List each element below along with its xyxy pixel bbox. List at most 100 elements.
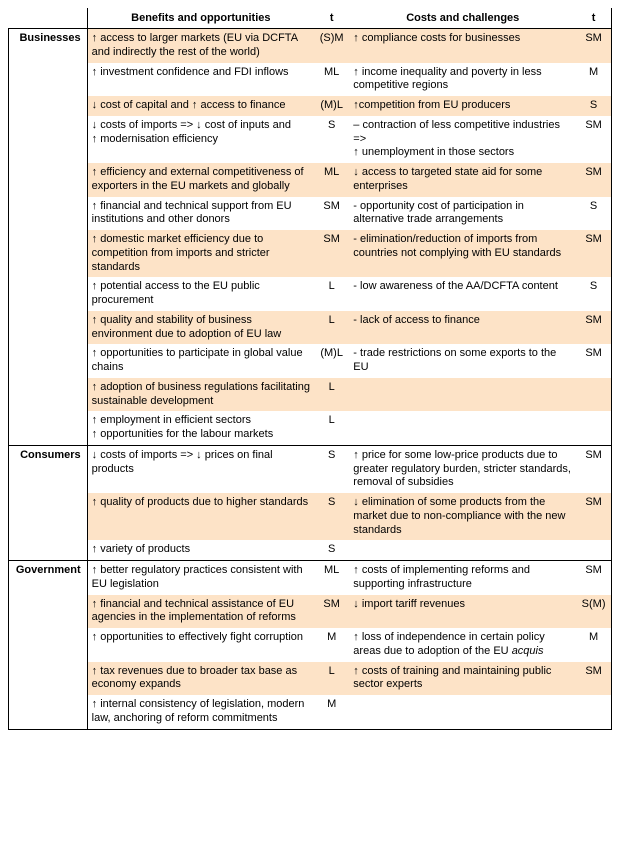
t1-cell: (M)L xyxy=(314,344,349,378)
t2-cell xyxy=(576,411,611,445)
t2-cell: SM xyxy=(576,230,611,277)
group-label xyxy=(9,662,88,696)
t1-cell: S xyxy=(314,540,349,560)
t1-cell: ML xyxy=(314,163,349,197)
cost-cell: – contraction of less competitive indust… xyxy=(349,116,576,163)
group-label xyxy=(9,695,88,729)
cost-cell xyxy=(349,695,576,729)
t2-cell: S xyxy=(576,197,611,231)
t2-cell: SM xyxy=(576,116,611,163)
benefit-cell: ↑ potential access to the EU public proc… xyxy=(87,277,314,311)
group-label xyxy=(9,540,88,560)
t2-cell: S xyxy=(576,96,611,116)
table-row: ↑ opportunities to participate in global… xyxy=(9,344,612,378)
group-label: Consumers xyxy=(9,445,88,493)
benefit-cell: ↑ investment confidence and FDI inflows xyxy=(87,63,314,97)
cost-cell: - low awareness of the AA/DCFTA content xyxy=(349,277,576,311)
group-label xyxy=(9,378,88,412)
table-row: ↑ investment confidence and FDI inflowsM… xyxy=(9,63,612,97)
cost-cell: - elimination/reduction of imports from … xyxy=(349,230,576,277)
t2-cell xyxy=(576,378,611,412)
benefit-cell: ↑ opportunities to effectively fight cor… xyxy=(87,628,314,662)
group-label xyxy=(9,63,88,97)
t1-cell: ML xyxy=(314,63,349,97)
header-group xyxy=(9,8,88,29)
cost-cell: ↑ compliance costs for businesses xyxy=(349,29,576,63)
t2-cell: SM xyxy=(576,311,611,345)
table-row: Government↑ better regulatory practices … xyxy=(9,561,612,595)
cost-cell: ↓ import tariff revenues xyxy=(349,595,576,629)
t1-cell: S xyxy=(314,116,349,163)
benefit-cell: ↑ quality of products due to higher stan… xyxy=(87,493,314,540)
t2-cell: SM xyxy=(576,561,611,595)
t1-cell: L xyxy=(314,277,349,311)
table-row: ↑ opportunities to effectively fight cor… xyxy=(9,628,612,662)
benefit-cell: ↑ domestic market efficiency due to comp… xyxy=(87,230,314,277)
group-label xyxy=(9,96,88,116)
group-label xyxy=(9,493,88,540)
benefit-cell: ↓ costs of imports => ↓ cost of inputs a… xyxy=(87,116,314,163)
table-row: ↑ variety of productsS xyxy=(9,540,612,560)
table-row: Consumers↓ costs of imports => ↓ prices … xyxy=(9,445,612,493)
benefit-cell: ↓ costs of imports => ↓ prices on final … xyxy=(87,445,314,493)
t1-cell: S xyxy=(314,445,349,493)
benefit-cell: ↑ tax revenues due to broader tax base a… xyxy=(87,662,314,696)
header-t2: t xyxy=(576,8,611,29)
benefit-cell: ↑ better regulatory practices consistent… xyxy=(87,561,314,595)
t2-cell: SM xyxy=(576,163,611,197)
cost-cell: - trade restrictions on some exports to … xyxy=(349,344,576,378)
t1-cell: SM xyxy=(314,230,349,277)
benefit-cell: ↓ cost of capital and ↑ access to financ… xyxy=(87,96,314,116)
t1-cell: L xyxy=(314,311,349,345)
t2-cell: SM xyxy=(576,493,611,540)
t2-cell xyxy=(576,540,611,560)
t1-cell: (M)L xyxy=(314,96,349,116)
table-row: ↑ domestic market efficiency due to comp… xyxy=(9,230,612,277)
table-row: ↑ quality of products due to higher stan… xyxy=(9,493,612,540)
group-label xyxy=(9,197,88,231)
t1-cell: ML xyxy=(314,561,349,595)
table-row: ↑ employment in efficient sectors↑ oppor… xyxy=(9,411,612,445)
table-row: ↑ tax revenues due to broader tax base a… xyxy=(9,662,612,696)
t1-cell: S xyxy=(314,493,349,540)
cost-cell: ↓ elimination of some products from the … xyxy=(349,493,576,540)
table-row: ↓ cost of capital and ↑ access to financ… xyxy=(9,96,612,116)
t2-cell: S(M) xyxy=(576,595,611,629)
benefit-cell: ↑ adoption of business regulations facil… xyxy=(87,378,314,412)
group-label: Businesses xyxy=(9,29,88,63)
t2-cell: SM xyxy=(576,29,611,63)
group-label: Government xyxy=(9,561,88,595)
benefit-cell: ↑ opportunities to participate in global… xyxy=(87,344,314,378)
header-row: Benefits and opportunities t Costs and c… xyxy=(9,8,612,29)
header-benefits: Benefits and opportunities xyxy=(87,8,314,29)
t1-cell: SM xyxy=(314,595,349,629)
cost-cell: - lack of access to finance xyxy=(349,311,576,345)
table-row: ↑ efficiency and external competitivenes… xyxy=(9,163,612,197)
t1-cell: L xyxy=(314,378,349,412)
t1-cell: L xyxy=(314,662,349,696)
t2-cell: SM xyxy=(576,662,611,696)
t2-cell: M xyxy=(576,628,611,662)
cost-cell: ↑competition from EU producers xyxy=(349,96,576,116)
cost-cell xyxy=(349,540,576,560)
t1-cell: L xyxy=(314,411,349,445)
table-row: ↑ internal consistency of legislation, m… xyxy=(9,695,612,729)
group-label xyxy=(9,163,88,197)
cost-cell xyxy=(349,378,576,412)
header-costs: Costs and challenges xyxy=(349,8,576,29)
table-row: Businesses↑ access to larger markets (EU… xyxy=(9,29,612,63)
t2-cell: SM xyxy=(576,344,611,378)
benefit-cell: ↑ quality and stability of business envi… xyxy=(87,311,314,345)
t2-cell: M xyxy=(576,63,611,97)
table-row: ↑ adoption of business regulations facil… xyxy=(9,378,612,412)
cost-cell xyxy=(349,411,576,445)
group-label xyxy=(9,411,88,445)
table-row: ↑ quality and stability of business envi… xyxy=(9,311,612,345)
group-label xyxy=(9,344,88,378)
t1-cell: (S)M xyxy=(314,29,349,63)
t2-cell xyxy=(576,695,611,729)
t1-cell: SM xyxy=(314,197,349,231)
group-label xyxy=(9,595,88,629)
cost-cell: ↓ access to targeted state aid for some … xyxy=(349,163,576,197)
table-row: ↑ financial and technical assistance of … xyxy=(9,595,612,629)
